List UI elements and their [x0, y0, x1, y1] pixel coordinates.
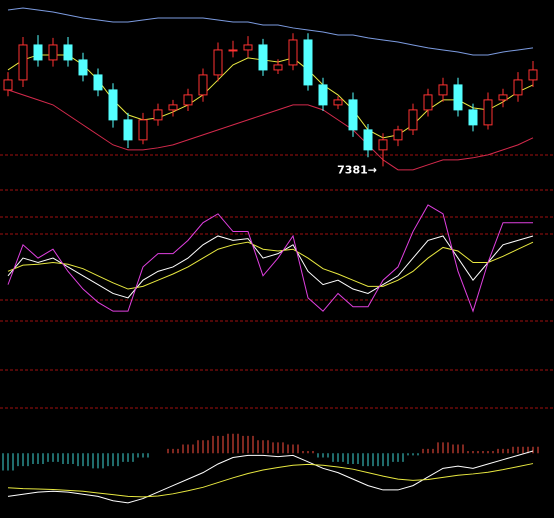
candle-body — [213, 49, 223, 76]
candle-body — [438, 84, 448, 96]
candle-body — [528, 69, 538, 81]
indicator-line — [7, 7, 534, 56]
candle-body — [393, 129, 403, 141]
candle-body — [513, 79, 523, 96]
candle-body — [318, 84, 328, 106]
separators — [0, 154, 554, 409]
candle-body — [273, 64, 283, 71]
indicator-line — [7, 89, 534, 171]
candle-body — [483, 99, 493, 126]
candle-body — [423, 94, 433, 111]
annotation: 7381→ — [337, 163, 377, 176]
candle-body — [138, 119, 148, 141]
indicator-line — [7, 235, 534, 299]
candle-body — [63, 44, 73, 61]
candle-body — [243, 44, 253, 51]
indicator-line — [7, 450, 534, 504]
candle-body — [3, 79, 13, 91]
candle-body — [153, 109, 163, 121]
candle-body — [333, 99, 343, 106]
candle-body — [288, 39, 298, 66]
candle-body — [363, 129, 373, 151]
candle-body — [108, 89, 118, 121]
indicator-line — [7, 204, 533, 313]
candle-body — [78, 59, 88, 76]
candle-body — [408, 109, 418, 131]
candle-body — [198, 74, 208, 96]
candle-body — [18, 44, 28, 81]
candle-body — [348, 99, 358, 131]
candle-body — [258, 44, 268, 71]
candle-body — [93, 74, 103, 91]
candle-body — [468, 109, 478, 126]
indicator-line — [7, 241, 534, 290]
candle-body — [123, 119, 133, 141]
candle-body — [183, 94, 193, 106]
candle-body — [48, 44, 58, 61]
candle-body — [228, 49, 238, 52]
candle-body — [498, 94, 508, 101]
candle-body — [378, 139, 388, 151]
candle-body — [168, 104, 178, 111]
candle-body — [303, 39, 313, 86]
candle-body — [453, 84, 463, 111]
indicator-line — [7, 463, 534, 498]
candle-body — [33, 44, 43, 61]
